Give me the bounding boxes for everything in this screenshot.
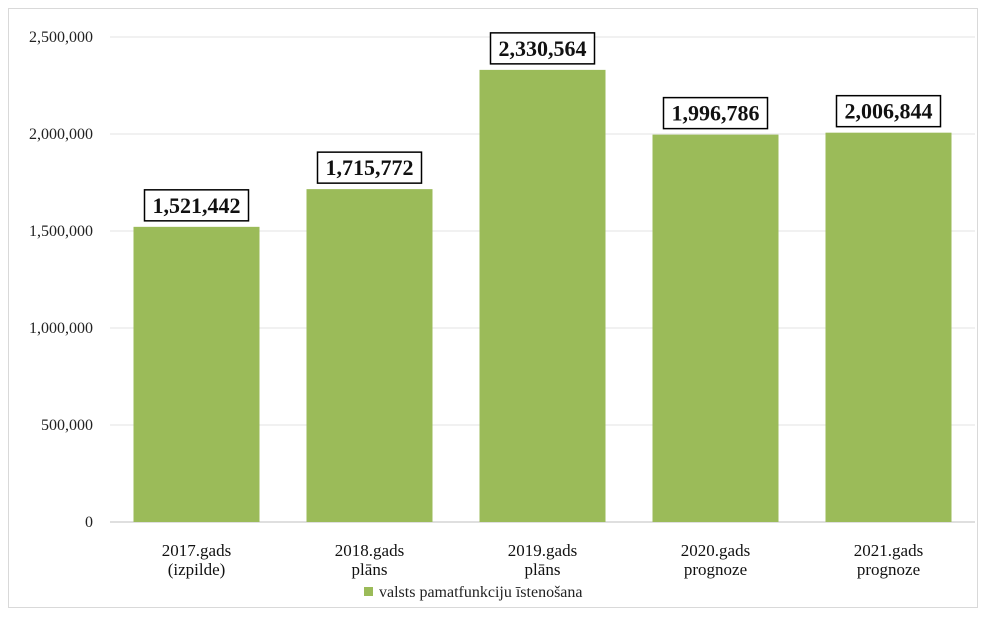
y-axis: 0 500,000 1,000,000 1,500,000 2,000,000 2,500…	[29, 29, 93, 531]
data-label-box	[143, 189, 250, 222]
bar	[652, 134, 779, 522]
data-label-box	[316, 151, 423, 184]
y-tick-label: 1,500,000	[29, 223, 93, 240]
y-tick-label: 1,000,000	[29, 320, 93, 337]
x-tick-label: plāns	[352, 560, 388, 579]
x-tick-label: prognoze	[857, 560, 920, 579]
x-tick-label: plāns	[525, 560, 561, 579]
bar	[306, 189, 433, 522]
y-tick-label: 2,000,000	[29, 126, 93, 143]
x-tick-label: prognoze	[684, 560, 747, 579]
data-label-box	[835, 94, 942, 128]
y-tick-label: 2,500,000	[29, 29, 93, 46]
data-label: 1,996,786	[672, 101, 760, 126]
x-axis: 2017.gads(izpilde)2018.gadsplāns2019.gad…	[162, 541, 923, 579]
x-tick-label: 2020.gads	[681, 541, 750, 560]
legend-swatch	[364, 587, 373, 596]
x-tick-label: (izpilde)	[168, 560, 226, 579]
bar	[825, 132, 952, 523]
x-tick-label: 2019.gads	[508, 541, 577, 560]
legend: valsts pamatfunkciju īstenošana	[364, 584, 583, 601]
data-label-box	[489, 32, 596, 65]
data-label-box	[662, 96, 769, 130]
bar	[479, 69, 606, 523]
data-label-layer: 1,521,442 1,715,772 2,330,564 1,996,786 2,00…	[143, 32, 942, 222]
x-tick-label: 2018.gads	[335, 541, 404, 560]
data-label: 1,521,442	[153, 193, 241, 218]
data-label: 2,006,844	[845, 99, 933, 124]
legend-label: valsts pamatfunkciju īstenošana	[379, 584, 583, 601]
y-tick-label: 500,000	[41, 417, 93, 434]
y-tick-label: 0	[85, 514, 93, 531]
data-label: 2,330,564	[499, 36, 587, 61]
bar-layer	[133, 69, 952, 523]
bar	[133, 226, 260, 522]
data-label: 1,715,772	[326, 155, 414, 180]
x-tick-label: 2017.gads	[162, 541, 231, 560]
x-tick-label: 2021.gads	[854, 541, 923, 560]
